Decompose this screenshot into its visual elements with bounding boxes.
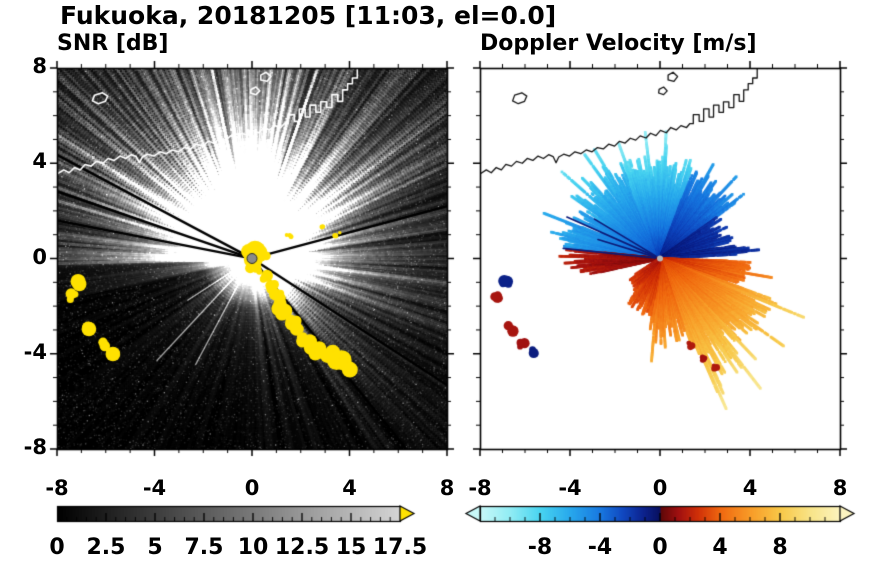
figure-title: Fukuoka, 20181205 [11:03, el=0.0] <box>60 1 557 30</box>
snr-panel-title: SNR [dB] <box>57 31 169 56</box>
vel-panel-title: Doppler Velocity [m/s] <box>480 31 757 56</box>
